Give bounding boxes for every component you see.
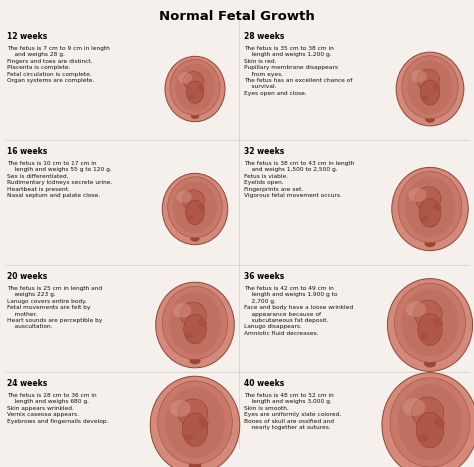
Ellipse shape bbox=[185, 332, 193, 339]
Ellipse shape bbox=[169, 291, 221, 354]
Ellipse shape bbox=[423, 464, 437, 467]
Ellipse shape bbox=[412, 397, 444, 427]
Ellipse shape bbox=[396, 52, 464, 126]
Ellipse shape bbox=[419, 199, 441, 227]
Ellipse shape bbox=[422, 95, 428, 101]
Text: The fetus is 25 cm in length and
    weighs 223 g.
Lanugo covers entire body.
Fe: The fetus is 25 cm in length and weighs … bbox=[7, 286, 102, 329]
Ellipse shape bbox=[191, 113, 199, 119]
Ellipse shape bbox=[199, 418, 209, 427]
Ellipse shape bbox=[155, 282, 234, 368]
Ellipse shape bbox=[401, 289, 458, 357]
Ellipse shape bbox=[398, 171, 462, 242]
Ellipse shape bbox=[402, 56, 458, 119]
Ellipse shape bbox=[425, 240, 436, 247]
Ellipse shape bbox=[433, 318, 443, 327]
Ellipse shape bbox=[173, 303, 191, 318]
Text: The fetus is 10 cm to 17 cm in
    length and weighs 55 g to 120 g.
Sex is diffe: The fetus is 10 cm to 17 cm in length an… bbox=[7, 161, 112, 198]
Ellipse shape bbox=[419, 333, 428, 340]
Text: The fetus is 48 cm to 52 cm in
    length and weighs 3,000 g.
Skin is smooth.
Ey: The fetus is 48 cm to 52 cm in length an… bbox=[244, 393, 341, 430]
Ellipse shape bbox=[186, 200, 204, 225]
Ellipse shape bbox=[392, 167, 468, 251]
Ellipse shape bbox=[198, 319, 207, 327]
Ellipse shape bbox=[162, 173, 228, 245]
Ellipse shape bbox=[173, 181, 217, 234]
Ellipse shape bbox=[191, 235, 200, 242]
Ellipse shape bbox=[410, 70, 427, 83]
Ellipse shape bbox=[150, 376, 240, 467]
Text: 16 weeks: 16 weeks bbox=[7, 147, 47, 156]
Ellipse shape bbox=[176, 191, 192, 203]
Text: 32 weeks: 32 weeks bbox=[244, 147, 284, 156]
Ellipse shape bbox=[188, 94, 194, 99]
Ellipse shape bbox=[158, 381, 232, 464]
Ellipse shape bbox=[183, 71, 203, 91]
Text: 20 weeks: 20 weeks bbox=[7, 272, 47, 281]
Ellipse shape bbox=[169, 400, 191, 417]
Text: The fetus is 38 cm to 43 cm in length
    and weighs 1,500 to 2,500 g.
Fetus is : The fetus is 38 cm to 43 cm in length an… bbox=[244, 161, 354, 198]
Ellipse shape bbox=[182, 413, 208, 446]
Text: 24 weeks: 24 weeks bbox=[7, 379, 47, 388]
Ellipse shape bbox=[178, 399, 208, 427]
Ellipse shape bbox=[398, 384, 462, 461]
Ellipse shape bbox=[433, 203, 442, 211]
Ellipse shape bbox=[418, 434, 428, 442]
Ellipse shape bbox=[187, 215, 194, 220]
Ellipse shape bbox=[184, 315, 206, 344]
Ellipse shape bbox=[198, 204, 205, 211]
Ellipse shape bbox=[418, 314, 442, 346]
Ellipse shape bbox=[433, 84, 440, 91]
Ellipse shape bbox=[168, 177, 222, 238]
Ellipse shape bbox=[394, 283, 465, 362]
Ellipse shape bbox=[408, 188, 426, 202]
Ellipse shape bbox=[170, 59, 220, 115]
Ellipse shape bbox=[434, 417, 445, 427]
Ellipse shape bbox=[190, 357, 201, 364]
Ellipse shape bbox=[390, 378, 470, 467]
Ellipse shape bbox=[180, 302, 206, 327]
Text: 28 weeks: 28 weeks bbox=[244, 32, 284, 41]
Ellipse shape bbox=[165, 387, 225, 458]
Ellipse shape bbox=[425, 116, 435, 123]
Ellipse shape bbox=[182, 190, 204, 211]
Text: 36 weeks: 36 weeks bbox=[244, 272, 284, 281]
Ellipse shape bbox=[402, 398, 426, 416]
Ellipse shape bbox=[186, 81, 203, 103]
Text: Normal Fetal Growth: Normal Fetal Growth bbox=[159, 10, 315, 23]
Ellipse shape bbox=[165, 57, 225, 122]
Ellipse shape bbox=[197, 85, 204, 91]
Ellipse shape bbox=[417, 69, 440, 91]
Ellipse shape bbox=[420, 80, 440, 105]
Text: 40 weeks: 40 weeks bbox=[244, 379, 284, 388]
Ellipse shape bbox=[189, 461, 201, 467]
Ellipse shape bbox=[184, 433, 193, 440]
Ellipse shape bbox=[420, 216, 428, 222]
Ellipse shape bbox=[415, 187, 441, 211]
Text: The fetus is 42 cm to 49 cm in
    length and weighs 1,900 g to
    2,700 g.
Fac: The fetus is 42 cm to 49 cm in length an… bbox=[244, 286, 353, 336]
Text: 12 weeks: 12 weeks bbox=[7, 32, 47, 41]
Ellipse shape bbox=[406, 301, 426, 317]
Ellipse shape bbox=[382, 373, 474, 467]
Text: The fetus is 28 cm to 36 cm in
    length and weighs 680 g.
Skin appears wrinkle: The fetus is 28 cm to 36 cm in length an… bbox=[7, 393, 109, 424]
Ellipse shape bbox=[175, 64, 215, 111]
Ellipse shape bbox=[414, 300, 442, 327]
Ellipse shape bbox=[404, 177, 456, 237]
Ellipse shape bbox=[178, 72, 192, 84]
Ellipse shape bbox=[416, 412, 444, 448]
Text: The fetus is 35 cm to 38 cm in
    length and weighs 1,200 g.
Skin is red.
Pupil: The fetus is 35 cm to 38 cm in length an… bbox=[244, 46, 353, 96]
Ellipse shape bbox=[408, 60, 453, 114]
Ellipse shape bbox=[387, 279, 473, 371]
Text: The fetus is 7 cm to 9 cm in length
    and weighs 28 g.
Fingers and toes are di: The fetus is 7 cm to 9 cm in length and … bbox=[7, 46, 110, 83]
Ellipse shape bbox=[424, 360, 436, 368]
Ellipse shape bbox=[162, 286, 228, 360]
